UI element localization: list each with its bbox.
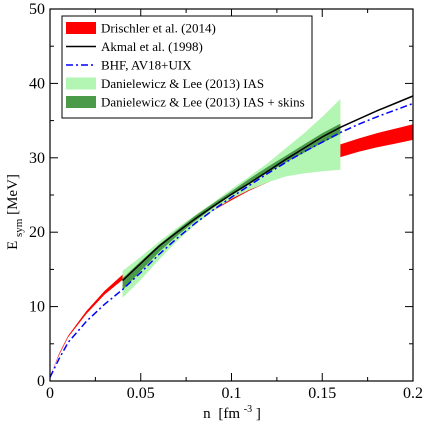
legend-item-danielewicz-lee-2013-ias-skins: Danielewicz & Lee (2013) IAS + skins <box>66 95 305 110</box>
y-tick-label: 0 <box>37 373 45 390</box>
x-tick-label: 0.2 <box>403 385 423 402</box>
legend-item-bhf-av18-uix: BHF, AV18+UIX <box>66 58 192 73</box>
x-tick-label: 0.1 <box>222 385 242 402</box>
x-axis-label: n [fm -3 ] <box>203 400 261 422</box>
axis-ticks <box>49 8 414 382</box>
band-danielewicz-lee-2013-ias <box>122 99 341 298</box>
axis-tick-labels: 0 0.05 0.1 0.15 0.2 0 10 20 30 40 50 <box>29 1 423 402</box>
x-axis-label-close: ] <box>256 406 261 422</box>
y-axis-label-unit: [MeV] <box>5 174 21 215</box>
legend-label: Danielewicz & Lee (2013) IAS + skins <box>101 95 305 110</box>
x-tick-label: 0.15 <box>308 385 336 402</box>
legend-label: BHF, AV18+UIX <box>101 58 192 73</box>
legend-item-danielewicz-lee-2013-ias: Danielewicz & Lee (2013) IAS <box>66 76 264 91</box>
y-tick-label: 10 <box>29 299 45 316</box>
legend-label: Akmal et al. (1998) <box>101 39 203 54</box>
line-bhf-av18-uix <box>49 102 414 378</box>
y-axis-label-subscript: sym <box>13 218 25 237</box>
band-danielewicz-lee-2013-ias-skins <box>122 123 341 291</box>
legend: Drischler et al. (2014) Akmal et al. (199… <box>61 15 313 119</box>
legend-box <box>61 15 313 119</box>
y-axis-label-main: E <box>5 241 21 250</box>
x-tick-label: 0 <box>46 385 54 402</box>
legend-item-drischler-et-al-2014: Drischler et al. (2014) <box>66 21 216 36</box>
y-tick-label: 40 <box>29 75 45 92</box>
x-axis-label-unit: [fm <box>218 406 240 422</box>
x-tick-label: 0.05 <box>127 385 155 402</box>
legend-item-akmal-et-al-1998: Akmal et al. (1998) <box>66 39 203 54</box>
y-tick-label: 20 <box>29 224 45 241</box>
y-tick-label: 50 <box>29 1 45 18</box>
legend-swatch <box>66 96 96 108</box>
legend-swatch <box>66 22 96 34</box>
y-tick-label: 30 <box>29 150 45 167</box>
data-lines <box>49 95 414 378</box>
legend-label: Danielewicz & Lee (2013) IAS <box>101 76 264 91</box>
band-drischler-et-al-2014 <box>50 124 413 377</box>
legend-label: Drischler et al. (2014) <box>101 21 216 36</box>
x-axis-label-main: n <box>203 406 211 422</box>
line-akmal-et-al-1998 <box>122 95 414 282</box>
x-axis-label-exponent: -3 <box>244 404 252 415</box>
y-axis-label: E sym [MeV] <box>5 174 26 250</box>
legend-swatch <box>66 77 96 90</box>
data-bands <box>50 99 413 377</box>
